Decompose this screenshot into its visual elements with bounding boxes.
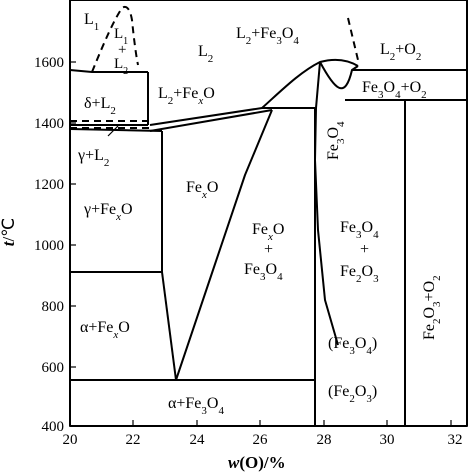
- y-tick-label: 1200: [34, 177, 64, 193]
- region-alpha-plus-fexo: α+FexO: [80, 319, 130, 341]
- x-tick-label: 22: [126, 432, 141, 448]
- plot-frame: [69, 0, 468, 427]
- region-fe3o4-vertical: Fe3O4: [325, 121, 347, 160]
- region-l1-plus-l2-plus: +: [118, 42, 126, 58]
- y-axis-ticks: [70, 61, 76, 368]
- region-alpha-plus-fe3o4: α+Fe3O4: [168, 395, 224, 417]
- y-tick-label: 1600: [34, 55, 64, 71]
- region-fexo: FexO: [186, 179, 218, 201]
- x-tick-label: 30: [380, 432, 395, 448]
- region-gamma-plus-l2: γ+L2: [77, 147, 109, 169]
- region-l2: L2: [198, 43, 213, 65]
- region-l2-plus-fexo: L2+FexO: [158, 85, 215, 107]
- region-fexo-plus-fe3o4-plus: +: [264, 241, 273, 258]
- phase-boundaries: [69, 58, 467, 426]
- region-delta-plus-l2: δ+L2: [84, 95, 116, 117]
- region-fe2o3-plus-o2-vertical: Fe2O3+O2: [421, 275, 443, 340]
- region-paren-fe3o4: (Fe3O4): [328, 335, 377, 357]
- region-fe3o4-plus-fe2o3-line1: Fe3O4: [340, 219, 379, 241]
- y-tick-label: 1400: [34, 116, 64, 132]
- region-gamma-plus-fexo: γ+FexO: [83, 201, 133, 223]
- x-tick-label: 26: [253, 432, 269, 448]
- l1-l2-miscibility-curve: [91, 5, 139, 73]
- y-tick-label: 600: [42, 360, 65, 376]
- x-tick-label: 24: [190, 432, 206, 448]
- region-fe3o4-plus-fe2o3-line2: Fe2O3: [340, 263, 379, 285]
- x-axis-title: w(O)/%: [228, 453, 286, 472]
- x-tick-label: 20: [63, 432, 78, 448]
- region-fexo-plus-fe3o4-line2: Fe3O4: [244, 261, 283, 283]
- region-fexo-plus-fe3o4-line1: FexO: [252, 221, 284, 243]
- region-l2-plus-o2: L2+O2: [380, 41, 421, 63]
- region-fe3o4-plus-o2: Fe3O4+O2: [362, 79, 427, 101]
- region-l1: L1: [84, 11, 99, 33]
- x-tick-label: 28: [317, 432, 332, 448]
- x-tick-label: 32: [448, 432, 463, 448]
- y-tick-label: 400: [42, 419, 65, 435]
- region-l2-plus-fe3o4: L2+Fe3O4: [236, 25, 299, 47]
- y-tick-label: 1000: [34, 238, 64, 254]
- y-axis-title: t/℃: [0, 218, 18, 247]
- y-tick-label: 800: [42, 299, 65, 315]
- region-fe3o4-plus-fe2o3-plus: +: [360, 241, 369, 258]
- region-l1-plus-l2-top: L1: [114, 26, 128, 47]
- upper-dashed-boundary: [347, 17, 359, 61]
- region-l1-plus-l2-bottom: L2: [114, 56, 128, 77]
- x-axis-ticks: [69, 420, 452, 426]
- region-paren-fe2o3: (Fe2O3): [328, 383, 377, 405]
